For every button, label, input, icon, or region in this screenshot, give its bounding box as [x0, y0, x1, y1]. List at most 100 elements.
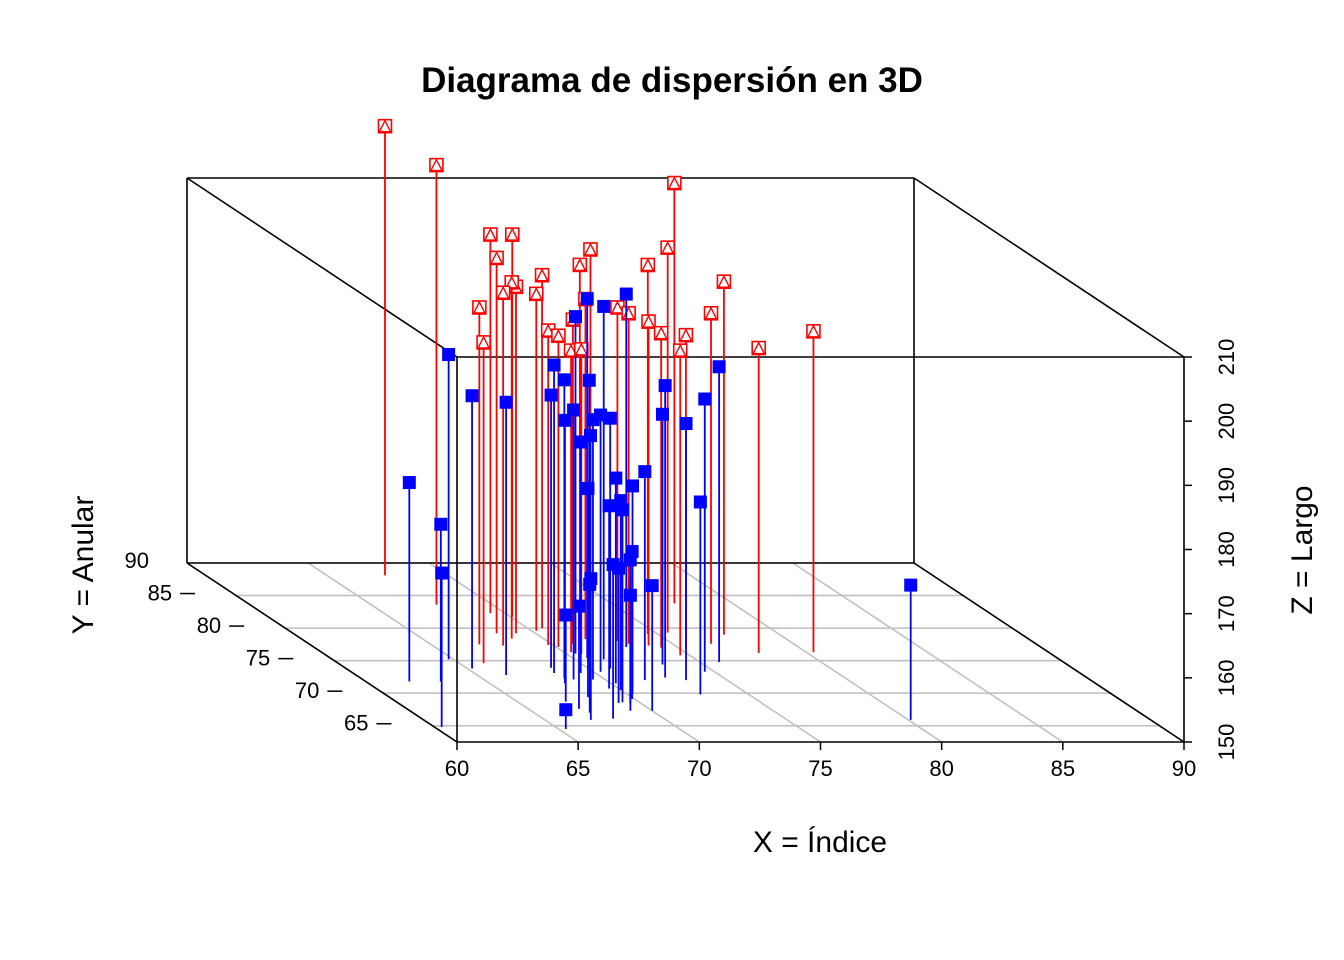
marker-triangle [704, 306, 718, 320]
y-tick-label: 75 [246, 646, 270, 671]
z-tick-label: 180 [1214, 531, 1239, 568]
z-tick-label: 150 [1214, 724, 1239, 761]
y-tick-label: 85 [148, 581, 172, 606]
data-point [904, 578, 918, 592]
data-point [645, 579, 659, 593]
data-point [602, 499, 616, 513]
data-point [581, 482, 595, 496]
grid-line-x [792, 562, 1064, 743]
data-point [559, 703, 573, 717]
data-point [660, 240, 675, 255]
marker-triangle [610, 300, 625, 314]
data-point [483, 227, 498, 242]
x-tick-label: 65 [566, 756, 590, 781]
x-tick-label: 90 [1172, 756, 1196, 781]
data-point [672, 343, 688, 358]
data-point [465, 389, 479, 403]
marker-triangle [489, 250, 504, 265]
data-point [567, 403, 581, 417]
marker-triangle [574, 342, 588, 356]
z-axis-title: Z = Largo [1286, 485, 1319, 614]
data-point [693, 495, 707, 509]
marker-triangle [496, 285, 510, 299]
data-point [667, 175, 682, 191]
grid-line-x [671, 562, 943, 743]
marker-triangle [679, 328, 693, 342]
data-point [703, 305, 719, 321]
data-point [655, 407, 669, 421]
x-tick-label: 80 [929, 756, 953, 781]
marker-triangle [654, 326, 668, 340]
x-tick-label: 70 [687, 756, 711, 781]
marker-triangle [472, 300, 486, 314]
marker-triangle [673, 343, 687, 357]
y-tick-label: 90 [125, 548, 149, 573]
z-tick-label: 170 [1214, 595, 1239, 632]
axis-ticks: 60 65 70 75 80 85 90 65 70 75 80 85 90 150 160 170 180 19… [125, 339, 1239, 781]
box-edge [913, 177, 1185, 358]
marker-triangle [806, 324, 821, 338]
data-point [476, 335, 491, 350]
marker-triangle [551, 328, 566, 342]
marker-triangle [564, 343, 578, 357]
data-point [574, 342, 589, 357]
marker-triangle [505, 227, 519, 241]
data-point [751, 340, 766, 356]
data-point [610, 300, 625, 315]
z-tick-label: 200 [1214, 403, 1239, 440]
marker-triangle [378, 119, 392, 133]
x-tick-label: 75 [808, 756, 832, 781]
data-point [568, 310, 582, 324]
data-point [572, 599, 586, 613]
z-tick-label: 190 [1214, 467, 1239, 504]
data-point [557, 373, 571, 387]
marker-triangle [717, 274, 731, 288]
data-point [572, 257, 588, 273]
data-point [638, 465, 652, 479]
data-point [640, 257, 656, 273]
y-tick-label: 70 [295, 678, 319, 703]
data-point [623, 553, 637, 567]
data-point [626, 479, 640, 493]
x-tick-label: 85 [1051, 756, 1075, 781]
data-point [615, 503, 629, 517]
data-point [609, 471, 623, 485]
data-point [559, 608, 573, 622]
data-point [584, 572, 598, 586]
data-point [582, 373, 596, 387]
grid-line-x [307, 562, 579, 743]
data-point [606, 558, 620, 572]
data-point [678, 327, 694, 343]
marker-triangle [429, 158, 444, 172]
data-point [621, 305, 636, 321]
data-point [402, 476, 416, 490]
data-point [544, 388, 558, 402]
data-point [574, 435, 588, 449]
data-points [377, 118, 918, 729]
marker-triangle [541, 323, 555, 337]
data-point [583, 242, 598, 257]
data-point [679, 416, 693, 430]
data-point [698, 392, 712, 406]
data-point [597, 299, 611, 313]
marker-triangle [641, 257, 655, 272]
z-tick-label: 210 [1214, 339, 1239, 376]
data-point [619, 287, 633, 301]
data-point [641, 314, 656, 329]
data-point [377, 118, 393, 134]
marker-triangle [641, 314, 656, 328]
data-point [658, 379, 672, 393]
data-point [653, 325, 669, 341]
box-edge [186, 177, 458, 358]
marker-triangle [752, 340, 766, 355]
marker-triangle [529, 286, 543, 301]
y-tick-label: 80 [197, 613, 221, 638]
marker-triangle [535, 268, 549, 282]
data-point [716, 274, 732, 289]
marker-triangle [483, 227, 498, 241]
data-point [580, 292, 594, 306]
box-edge [186, 562, 458, 743]
data-point [558, 413, 572, 427]
data-point [435, 566, 449, 580]
